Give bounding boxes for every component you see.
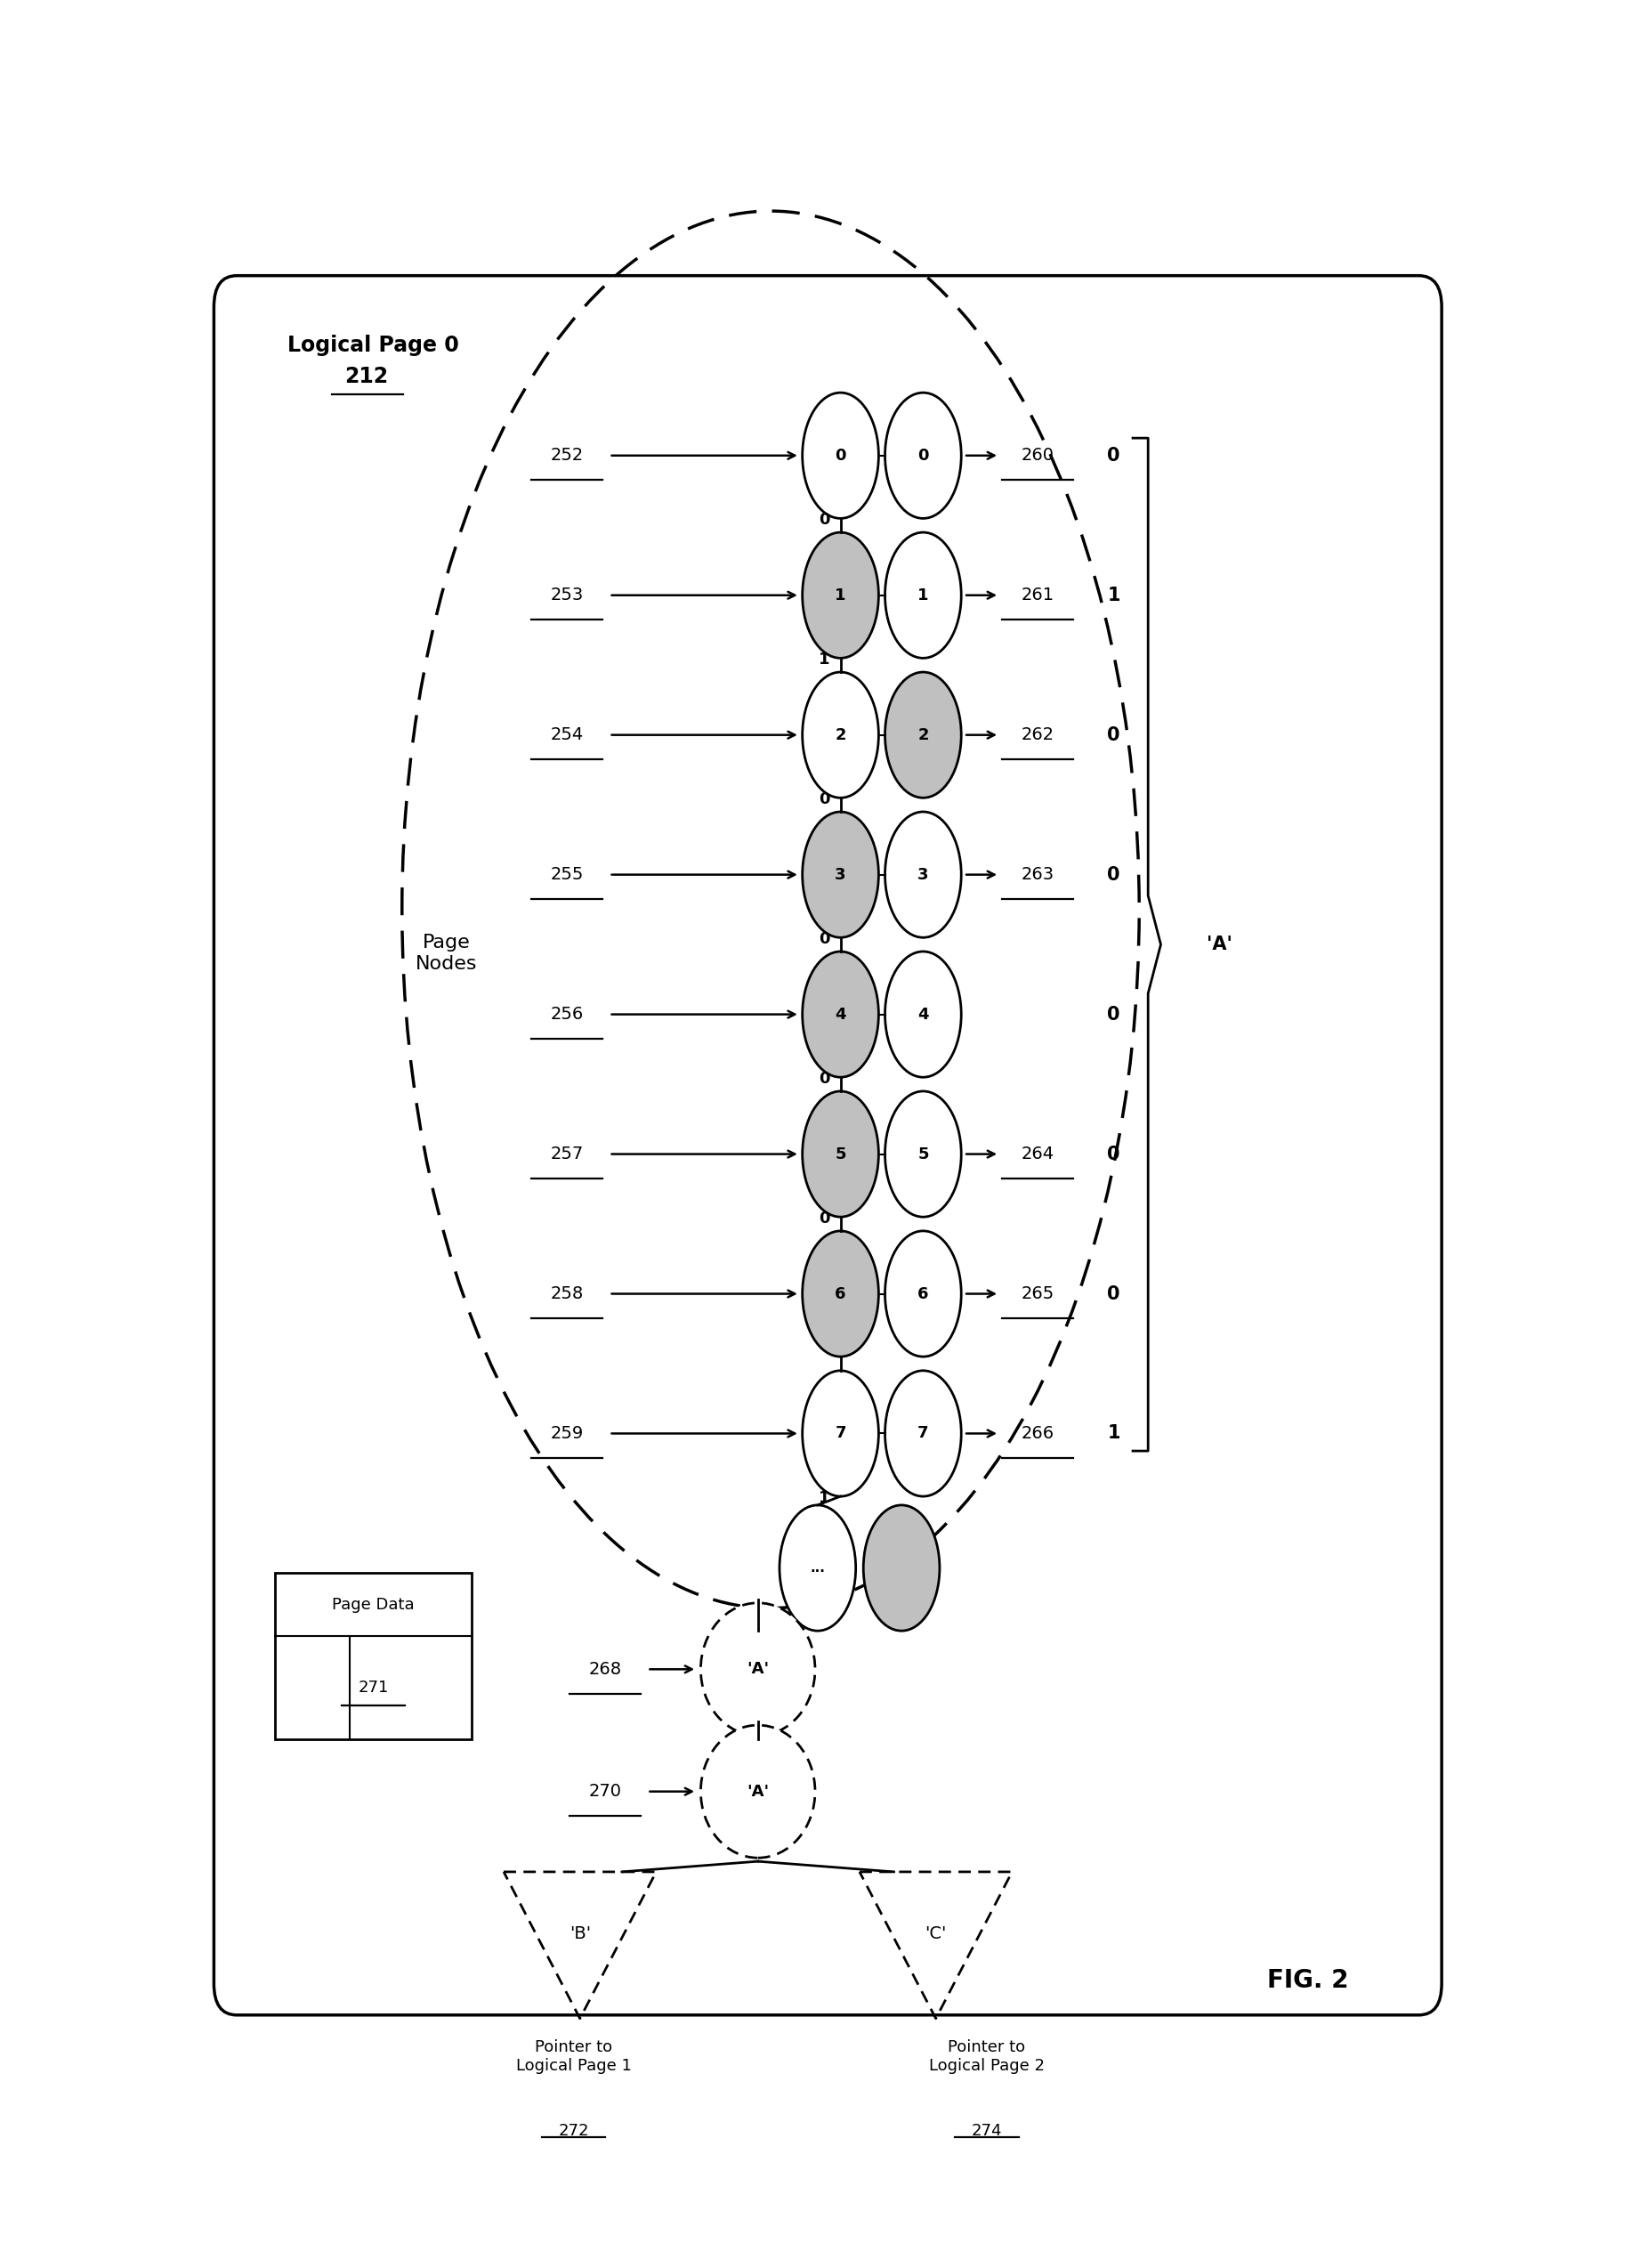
Text: 7: 7 — [917, 1427, 928, 1442]
Text: 0: 0 — [1107, 1005, 1120, 1023]
Text: 268: 268 — [589, 1660, 622, 1678]
Ellipse shape — [802, 1370, 879, 1497]
Text: 271: 271 — [358, 1681, 389, 1696]
Ellipse shape — [886, 671, 961, 798]
Ellipse shape — [802, 1091, 879, 1218]
Text: 261: 261 — [1022, 587, 1055, 603]
Ellipse shape — [863, 1506, 940, 1631]
Text: 274: 274 — [971, 2123, 1002, 2139]
Text: 252: 252 — [551, 447, 584, 465]
Text: FIG. 2: FIG. 2 — [1268, 1969, 1348, 1994]
Text: 263: 263 — [1022, 866, 1055, 882]
FancyBboxPatch shape — [213, 277, 1442, 2014]
Text: 7: 7 — [835, 1427, 846, 1442]
Text: 1: 1 — [835, 587, 846, 603]
Ellipse shape — [886, 533, 961, 658]
Ellipse shape — [700, 1726, 815, 1857]
Text: 0: 0 — [818, 932, 830, 948]
Text: ...: ... — [810, 1560, 825, 1574]
Ellipse shape — [802, 1232, 879, 1356]
Text: 1: 1 — [818, 651, 830, 667]
Text: 257: 257 — [551, 1145, 584, 1163]
Text: 0: 0 — [1107, 866, 1120, 885]
Text: 260: 260 — [1022, 447, 1055, 465]
Text: 254: 254 — [551, 726, 584, 744]
Ellipse shape — [886, 812, 961, 937]
Text: 212: 212 — [344, 365, 389, 388]
Text: 'A': 'A' — [1207, 937, 1232, 953]
Ellipse shape — [802, 953, 879, 1077]
Text: 272: 272 — [558, 2123, 589, 2139]
Text: 'C': 'C' — [925, 1926, 946, 1944]
Text: 0: 0 — [835, 447, 846, 463]
Text: 6: 6 — [835, 1286, 846, 1302]
Text: 0: 0 — [1107, 447, 1120, 465]
Text: Pointer to
Logical Page 2: Pointer to Logical Page 2 — [928, 2039, 1045, 2073]
Text: 255: 255 — [551, 866, 584, 882]
Text: 0: 0 — [1107, 1145, 1120, 1163]
Ellipse shape — [802, 533, 879, 658]
Text: 2: 2 — [917, 728, 928, 744]
Text: 1: 1 — [1107, 587, 1120, 603]
Ellipse shape — [886, 392, 961, 519]
Text: 253: 253 — [551, 587, 584, 603]
Text: 259: 259 — [551, 1424, 584, 1442]
Ellipse shape — [886, 953, 961, 1077]
Text: 1: 1 — [917, 587, 928, 603]
Text: 'A': 'A' — [746, 1783, 769, 1799]
Text: 0: 0 — [818, 1211, 830, 1227]
Ellipse shape — [802, 671, 879, 798]
Text: 266: 266 — [1022, 1424, 1055, 1442]
Ellipse shape — [886, 1232, 961, 1356]
Ellipse shape — [802, 392, 879, 519]
Text: Pointer to
Logical Page 1: Pointer to Logical Page 1 — [517, 2039, 631, 2073]
Text: 265: 265 — [1022, 1286, 1055, 1302]
Text: 4: 4 — [917, 1007, 928, 1023]
Text: 1: 1 — [1107, 1424, 1120, 1442]
Ellipse shape — [779, 1506, 856, 1631]
Text: 0: 0 — [818, 792, 830, 807]
Text: 264: 264 — [1022, 1145, 1055, 1163]
Text: 4: 4 — [835, 1007, 846, 1023]
Text: 270: 270 — [589, 1783, 622, 1801]
Text: 0: 0 — [1107, 1286, 1120, 1302]
Text: Page
Nodes: Page Nodes — [415, 934, 477, 973]
Text: Page Data: Page Data — [333, 1597, 415, 1613]
Text: 258: 258 — [551, 1286, 584, 1302]
Ellipse shape — [886, 1370, 961, 1497]
Ellipse shape — [886, 1091, 961, 1218]
Text: 5: 5 — [835, 1145, 846, 1161]
Text: 0: 0 — [818, 513, 830, 528]
Text: 1: 1 — [818, 1490, 830, 1506]
Text: Logical Page 0: Logical Page 0 — [287, 336, 459, 356]
Ellipse shape — [700, 1603, 815, 1735]
Bar — [276, 1574, 472, 1740]
Text: 6: 6 — [917, 1286, 928, 1302]
Text: 0: 0 — [818, 1070, 830, 1086]
Text: 'B': 'B' — [569, 1926, 590, 1944]
Text: 3: 3 — [835, 866, 846, 882]
Text: 5: 5 — [917, 1145, 928, 1161]
Text: 0: 0 — [1107, 726, 1120, 744]
Text: 3: 3 — [917, 866, 928, 882]
Text: 'A': 'A' — [746, 1660, 769, 1678]
Text: 2: 2 — [835, 728, 846, 744]
Ellipse shape — [802, 812, 879, 937]
Text: 256: 256 — [551, 1007, 584, 1023]
Text: 262: 262 — [1022, 726, 1055, 744]
Text: 0: 0 — [917, 447, 928, 463]
